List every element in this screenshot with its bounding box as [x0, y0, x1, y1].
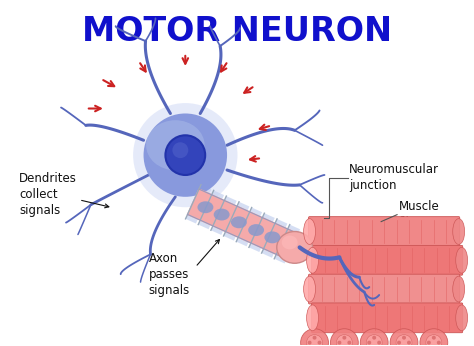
- Ellipse shape: [360, 329, 388, 346]
- Text: Neuromuscular
junction: Neuromuscular junction: [349, 163, 439, 192]
- Ellipse shape: [307, 335, 322, 346]
- Ellipse shape: [453, 276, 465, 302]
- Ellipse shape: [330, 329, 358, 346]
- Ellipse shape: [282, 236, 298, 249]
- Text: Axon
passes
signals: Axon passes signals: [148, 252, 190, 297]
- Polygon shape: [236, 208, 262, 246]
- Ellipse shape: [437, 341, 441, 345]
- Ellipse shape: [337, 341, 341, 345]
- Text: Muscle
fiber: Muscle fiber: [399, 200, 440, 229]
- Ellipse shape: [144, 113, 227, 197]
- Ellipse shape: [173, 142, 188, 158]
- Ellipse shape: [133, 103, 237, 207]
- Polygon shape: [249, 213, 275, 252]
- Ellipse shape: [307, 247, 319, 273]
- Ellipse shape: [165, 135, 205, 175]
- Ellipse shape: [402, 336, 406, 340]
- Ellipse shape: [407, 341, 411, 345]
- Ellipse shape: [456, 247, 468, 273]
- Ellipse shape: [304, 276, 316, 302]
- Ellipse shape: [264, 231, 280, 243]
- Ellipse shape: [367, 341, 371, 345]
- Ellipse shape: [301, 329, 328, 346]
- Polygon shape: [262, 219, 287, 258]
- Ellipse shape: [342, 336, 346, 340]
- Ellipse shape: [277, 231, 312, 263]
- Ellipse shape: [366, 335, 382, 346]
- Ellipse shape: [308, 341, 311, 345]
- Polygon shape: [224, 202, 249, 241]
- Ellipse shape: [248, 224, 264, 236]
- Ellipse shape: [456, 305, 468, 331]
- Ellipse shape: [372, 336, 376, 340]
- Ellipse shape: [397, 341, 401, 345]
- Polygon shape: [188, 189, 301, 260]
- Polygon shape: [198, 190, 224, 229]
- Ellipse shape: [453, 219, 465, 244]
- Ellipse shape: [432, 336, 436, 340]
- FancyBboxPatch shape: [309, 217, 460, 246]
- FancyBboxPatch shape: [309, 274, 460, 304]
- Ellipse shape: [304, 219, 316, 244]
- Ellipse shape: [377, 341, 381, 345]
- Ellipse shape: [347, 341, 351, 345]
- Ellipse shape: [420, 329, 448, 346]
- Polygon shape: [185, 185, 211, 224]
- Polygon shape: [211, 196, 237, 235]
- Ellipse shape: [427, 341, 431, 345]
- Ellipse shape: [337, 335, 352, 346]
- FancyBboxPatch shape: [311, 303, 463, 333]
- Ellipse shape: [307, 305, 319, 331]
- Ellipse shape: [426, 335, 442, 346]
- Polygon shape: [274, 225, 300, 263]
- Text: Dendrites
collect
signals: Dendrites collect signals: [19, 172, 77, 217]
- Ellipse shape: [390, 329, 418, 346]
- Ellipse shape: [146, 120, 205, 170]
- Text: MOTOR NEURON: MOTOR NEURON: [82, 15, 392, 48]
- Ellipse shape: [231, 216, 247, 228]
- Ellipse shape: [318, 341, 321, 345]
- FancyBboxPatch shape: [311, 245, 463, 275]
- Ellipse shape: [214, 209, 229, 220]
- Ellipse shape: [312, 336, 317, 340]
- Ellipse shape: [198, 201, 213, 213]
- Ellipse shape: [396, 335, 412, 346]
